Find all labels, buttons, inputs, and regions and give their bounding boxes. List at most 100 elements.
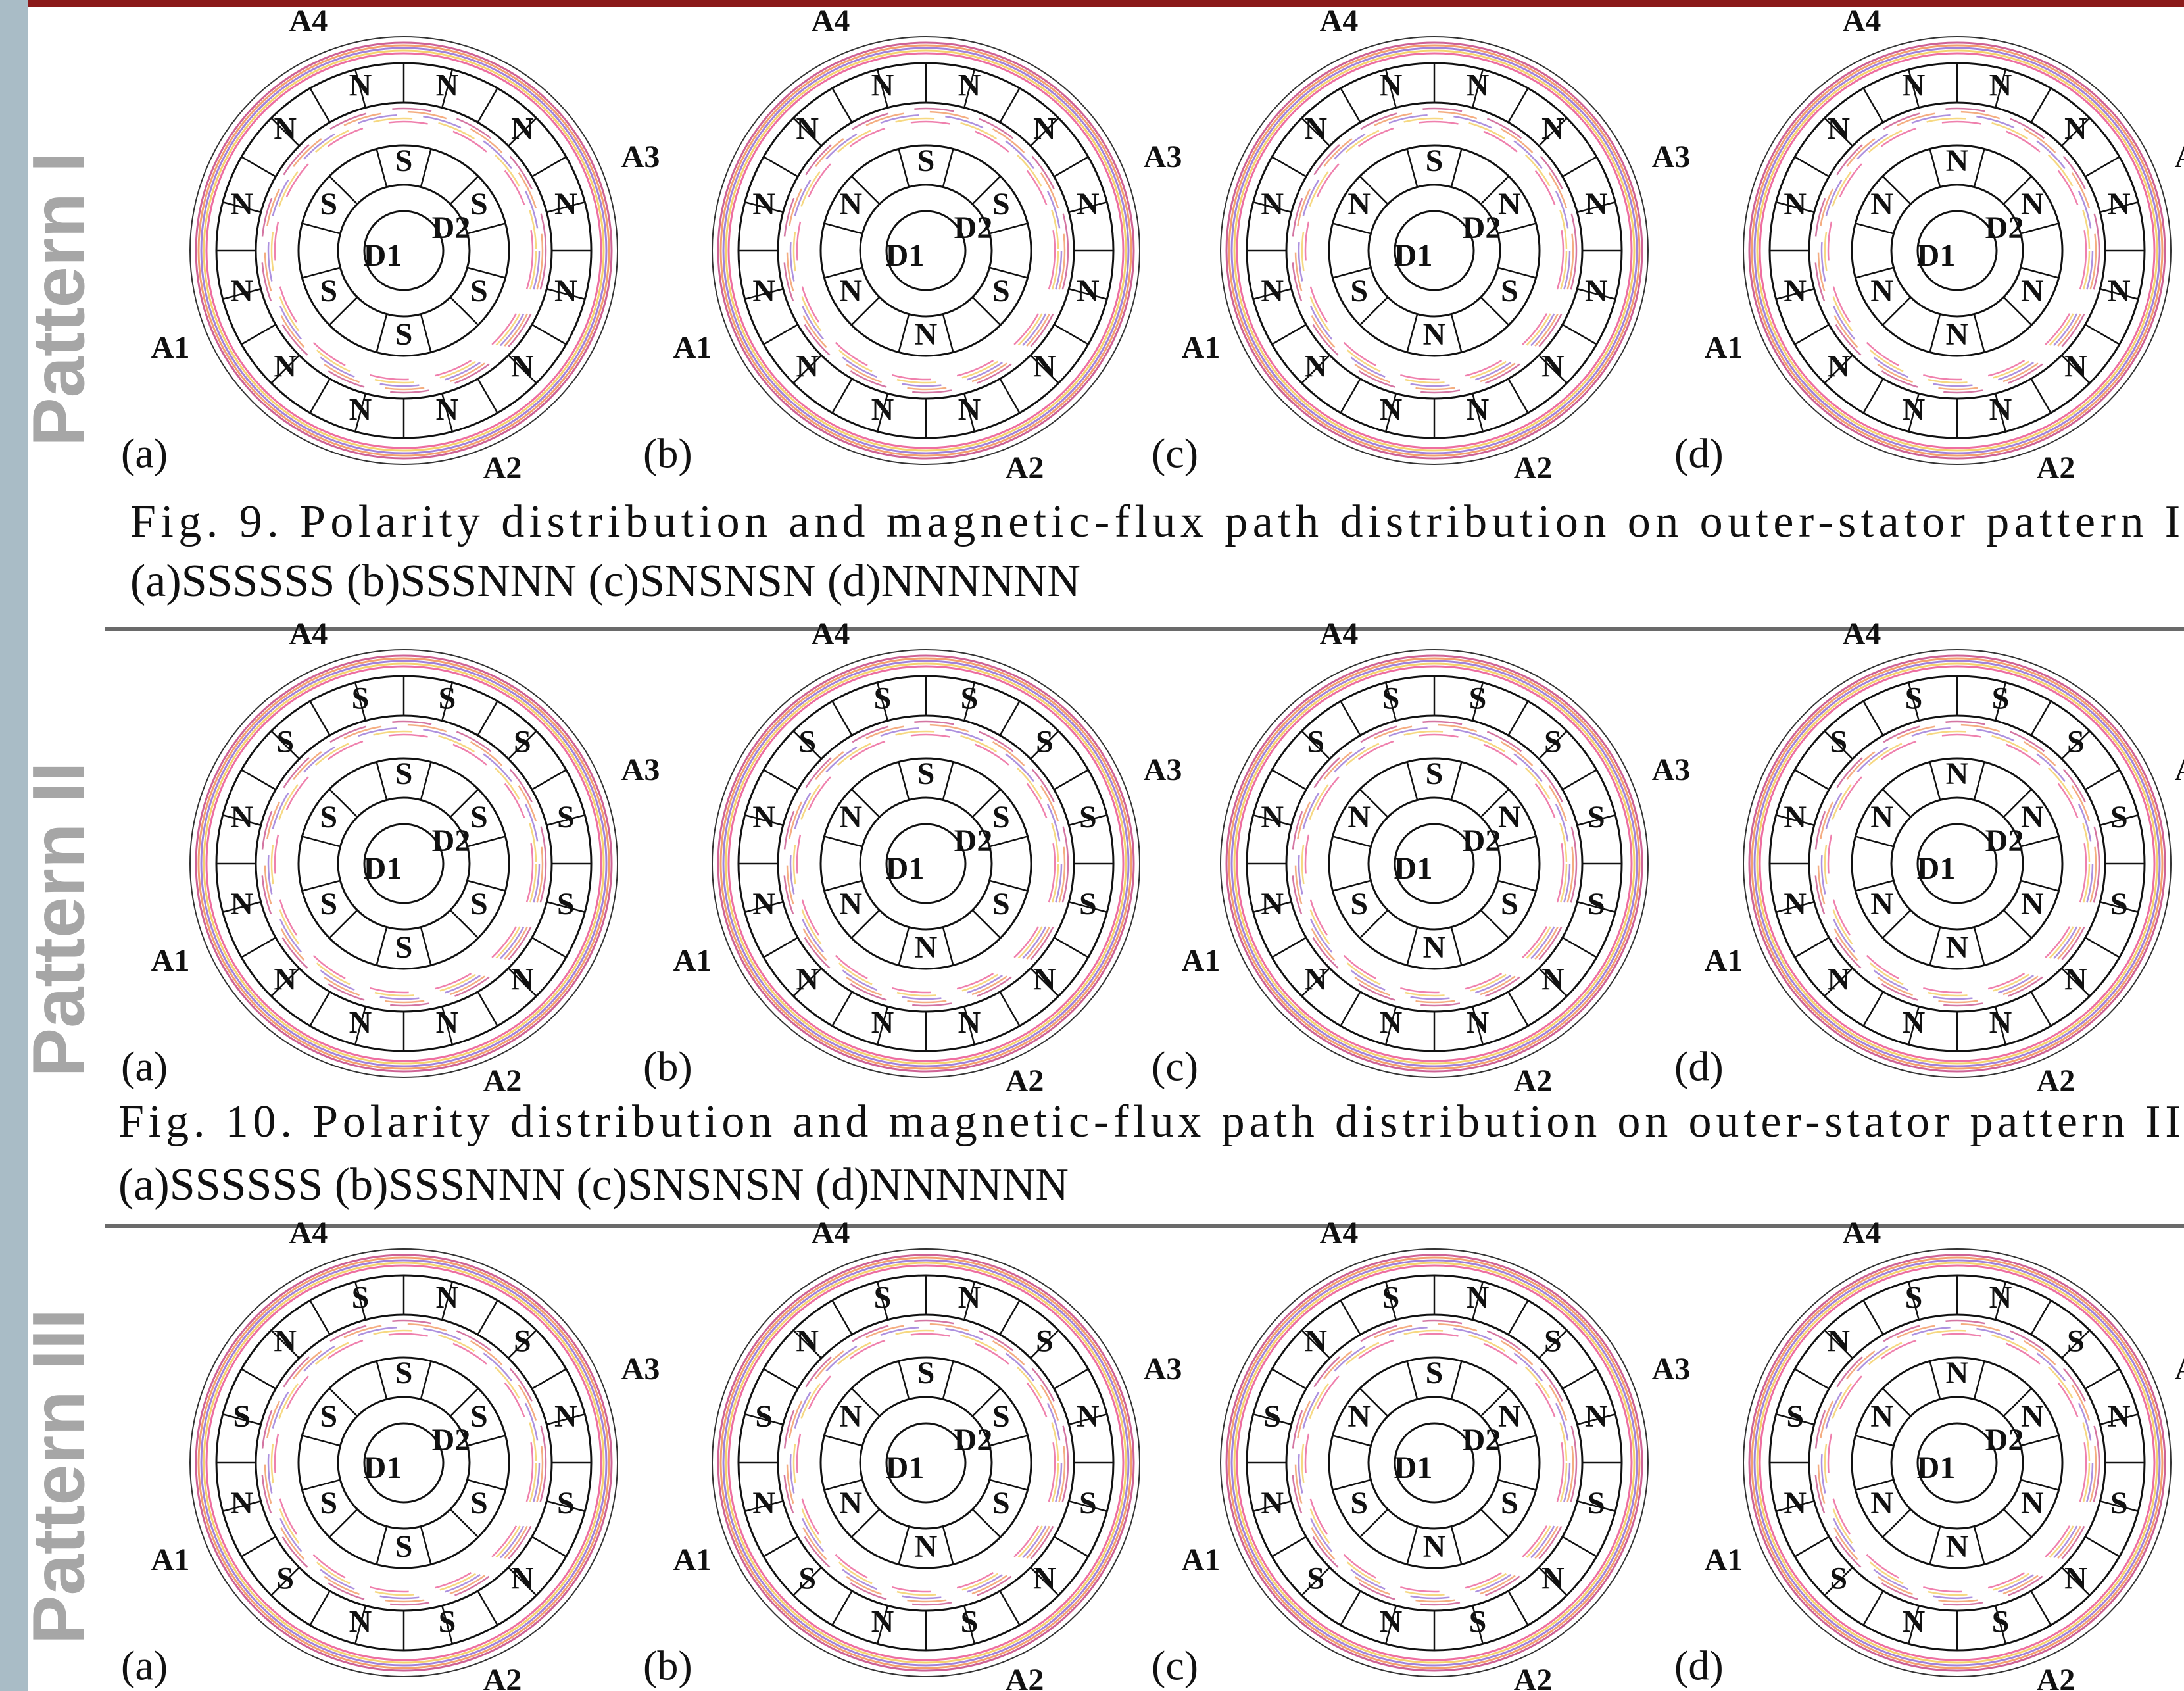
- tooth: [1864, 992, 1883, 1026]
- inner-pole-label: N: [1946, 1529, 1969, 1564]
- tooth: [899, 762, 910, 800]
- port-label: A2: [2037, 1663, 2075, 1691]
- subfigure-letter: (d): [1674, 1642, 1724, 1689]
- outer-pole-label: S: [1992, 681, 2010, 716]
- outer-pole-label: N: [230, 887, 253, 921]
- outer-pole-label: N: [1261, 800, 1284, 835]
- port-label: A2: [483, 1663, 522, 1691]
- port-label: A3: [1144, 1352, 1182, 1386]
- outer-pole-label: S: [798, 1561, 816, 1596]
- inner-pole-label: N: [1946, 930, 1969, 965]
- ring: [1891, 1397, 2023, 1529]
- outer-pole-label: N: [554, 187, 577, 222]
- outer-pole-label: S: [514, 1324, 531, 1359]
- port-label: A3: [1652, 139, 1691, 174]
- tooth: [1054, 770, 1088, 790]
- port-label: A2: [2037, 1064, 2075, 1098]
- tooth: [1451, 314, 1462, 353]
- tooth: [478, 1591, 498, 1625]
- port-label: A3: [2175, 139, 2184, 174]
- drive-label: D2: [1463, 210, 1501, 245]
- drive-label: D1: [364, 238, 402, 273]
- port-label: A4: [289, 1215, 328, 1250]
- outer-pole-label: S: [2110, 1486, 2128, 1521]
- inner-pole-label: S: [320, 1486, 337, 1521]
- tooth: [1930, 1361, 1941, 1399]
- inner-pole-label: N: [839, 1486, 862, 1521]
- outer-pole-label: N: [1304, 112, 1327, 147]
- motor-diagram: NNNNNNNNNNNNNNNNNNA1A2A3A4D1D2(d): [1674, 3, 2184, 485]
- port-label: A3: [2175, 752, 2184, 787]
- outer-pole-label: S: [1588, 887, 1605, 921]
- subfigure-letter: (d): [1674, 430, 1724, 477]
- outer-pole-label: N: [1033, 962, 1056, 996]
- tooth: [421, 149, 431, 187]
- port-label: A2: [1006, 1064, 1044, 1098]
- tooth: [421, 1527, 431, 1565]
- inner-pole-label: S: [395, 1529, 413, 1564]
- tooth: [1795, 938, 1829, 958]
- inner-pole-label: S: [1501, 1486, 1518, 1521]
- outer-pole-label: S: [874, 681, 892, 716]
- outer-pole-label: N: [1784, 187, 1807, 222]
- tooth: [899, 927, 910, 966]
- inner-pole-label: S: [1350, 887, 1368, 921]
- ring: [1369, 185, 1500, 316]
- port-label: A1: [1182, 943, 1221, 978]
- port-label: A1: [1182, 330, 1221, 365]
- ring: [338, 185, 470, 316]
- inner-pole-label: S: [917, 143, 935, 178]
- inner-pole-label: N: [1870, 274, 1893, 308]
- tooth: [1332, 1436, 1371, 1446]
- outer-pole-label: S: [1036, 725, 1054, 760]
- outer-pole-label: N: [554, 1399, 577, 1434]
- outer-pole-label: N: [1261, 887, 1284, 921]
- outer-pole-label: N: [1903, 1604, 1926, 1639]
- tooth: [241, 1369, 276, 1389]
- tooth: [2021, 837, 2059, 847]
- inner-pole-label: S: [470, 1399, 488, 1434]
- outer-pole-label: N: [796, 962, 819, 996]
- inner-pole-label: N: [2021, 1486, 2044, 1521]
- outer-pole-label: N: [1784, 800, 1807, 835]
- tooth: [764, 157, 798, 177]
- tooth: [1930, 762, 1941, 800]
- tooth: [943, 1361, 954, 1399]
- tooth: [468, 837, 506, 847]
- outer-pole-label: N: [349, 68, 372, 103]
- outer-pole-label: S: [1830, 1561, 1847, 1596]
- motor-diagram: SSSSNNNNNNSSSNSNSNA1A2A3A4D1D2(c): [1152, 616, 1690, 1098]
- outer-pole-label: N: [2064, 962, 2087, 996]
- outer-pole-label: N: [752, 887, 775, 921]
- outer-pole-label: N: [1784, 887, 1807, 921]
- inner-pole-label: N: [1946, 143, 1969, 178]
- inner-pole-label: N: [1870, 887, 1893, 921]
- port-label: A1: [1705, 330, 1743, 365]
- outer-pole-label: N: [1827, 112, 1850, 147]
- inner-pole-label: N: [839, 800, 862, 835]
- port-label: A4: [812, 1215, 850, 1250]
- tooth: [1509, 1300, 1528, 1335]
- outer-pole-label: N: [1467, 392, 1490, 427]
- inner-pole-label: S: [992, 187, 1010, 222]
- tooth: [302, 837, 340, 847]
- inner-pole-label: S: [395, 930, 413, 965]
- tooth: [899, 1361, 910, 1399]
- outer-pole-label: S: [961, 1604, 979, 1639]
- tooth: [1974, 927, 1985, 966]
- pattern-label: Pattern I: [18, 152, 100, 447]
- tooth: [1407, 927, 1418, 966]
- inner-pole-label: N: [1946, 317, 1969, 352]
- tooth: [2021, 1436, 2059, 1446]
- port-label: A1: [1705, 1542, 1743, 1577]
- tooth: [1855, 224, 1893, 234]
- outer-pole-label: S: [1469, 1604, 1487, 1639]
- tooth: [764, 1537, 798, 1557]
- tooth: [1855, 837, 1893, 847]
- outer-pole-label: N: [752, 187, 775, 222]
- tooth: [1498, 1436, 1536, 1446]
- tooth: [1332, 224, 1371, 234]
- inner-pole-label: S: [470, 274, 488, 308]
- outer-pole-label: S: [276, 725, 294, 760]
- outer-pole-label: S: [1588, 800, 1605, 835]
